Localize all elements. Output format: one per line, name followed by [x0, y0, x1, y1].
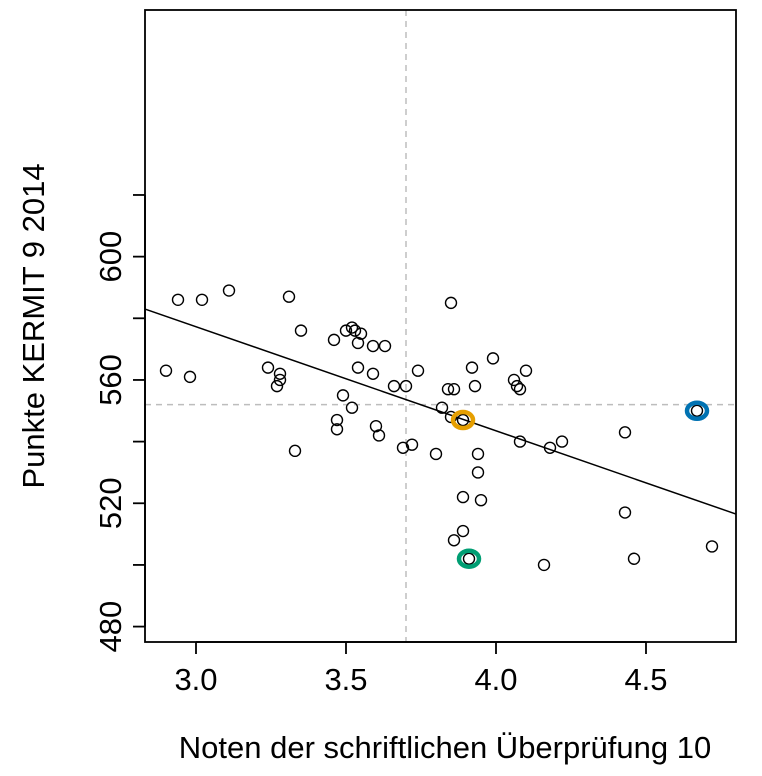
- data-point: [627, 552, 641, 565]
- data-point: [171, 293, 185, 306]
- data-point: [372, 429, 386, 442]
- data-point: [366, 339, 380, 353]
- data-point: [441, 383, 455, 396]
- x-axis: 3.0 3.5 4.0 4.5: [174, 641, 668, 697]
- data-point: [345, 401, 359, 414]
- data-point: [348, 324, 362, 337]
- data-point: [351, 361, 365, 374]
- y-tick-label: 600: [93, 231, 128, 283]
- data-point: [345, 321, 359, 334]
- data-point: [183, 370, 197, 384]
- data-point: [456, 490, 470, 504]
- data-point: [690, 404, 704, 417]
- data-point: [618, 506, 632, 519]
- data-point: [471, 466, 485, 479]
- data-point: [405, 438, 419, 451]
- x-tick-label: 4.5: [624, 662, 667, 697]
- data-point: [351, 336, 365, 350]
- y-tick-label: 560: [93, 354, 128, 406]
- data-point: [369, 419, 383, 433]
- data-point: [327, 333, 341, 347]
- data-point: [444, 296, 458, 310]
- data-point: [330, 423, 344, 436]
- data-point: [618, 426, 632, 439]
- data-point: [396, 441, 410, 454]
- data-point: [261, 361, 275, 374]
- y-tick-label: 480: [93, 601, 128, 653]
- data-point: [378, 339, 392, 353]
- regression-line: [144, 308, 737, 515]
- x-tick-label: 4.0: [474, 662, 517, 697]
- data-point: [354, 327, 368, 340]
- highlight-ring: [456, 548, 482, 570]
- x-tick-label: 3.5: [324, 662, 367, 697]
- y-tick-label: 520: [93, 477, 128, 529]
- data-point: [399, 379, 413, 393]
- data-point: [273, 373, 287, 387]
- data-point: [555, 435, 569, 448]
- data-point: [456, 524, 470, 538]
- data-point: [513, 383, 527, 396]
- data-point: [339, 324, 353, 337]
- y-axis-title: Punkte KERMIT 9 2014: [16, 163, 51, 488]
- data-point: [336, 389, 350, 402]
- data-point: [273, 367, 287, 380]
- data-point: [537, 558, 551, 572]
- data-point: [513, 435, 527, 448]
- data-point: [429, 447, 443, 461]
- highlight-ring: [450, 409, 476, 431]
- data-point: [294, 324, 308, 337]
- data-point: [366, 367, 380, 380]
- data-point: [474, 493, 488, 507]
- data-point: [705, 540, 719, 553]
- data-point: [465, 361, 479, 374]
- data-point: [468, 379, 482, 393]
- data-point: [435, 401, 449, 414]
- data-point: [195, 293, 209, 306]
- data-points: [159, 284, 719, 572]
- x-tick-label: 3.0: [174, 662, 217, 697]
- data-point: [447, 534, 461, 547]
- data-point: [159, 364, 173, 377]
- data-point: [510, 379, 524, 393]
- highlight-ring: [684, 400, 710, 422]
- data-point: [222, 284, 236, 297]
- data-point: [462, 552, 476, 565]
- data-point: [387, 379, 401, 393]
- data-point: [456, 413, 470, 427]
- data-point: [270, 379, 284, 393]
- data-point: [444, 410, 458, 424]
- data-point: [507, 373, 521, 387]
- data-point: [282, 290, 296, 303]
- y-axis: 480 520 560 600: [93, 194, 146, 653]
- regression-line-group: [144, 308, 737, 515]
- data-point: [543, 441, 557, 454]
- data-point: [330, 413, 344, 427]
- data-point: [471, 447, 485, 461]
- data-point: [447, 383, 461, 396]
- data-point: [519, 364, 533, 377]
- data-point: [411, 364, 425, 377]
- x-axis-title: Noten der schriftlichen Überprüfung 10: [179, 730, 711, 765]
- highlighted-points: [450, 400, 710, 570]
- data-point: [486, 352, 500, 365]
- data-point: [288, 444, 302, 458]
